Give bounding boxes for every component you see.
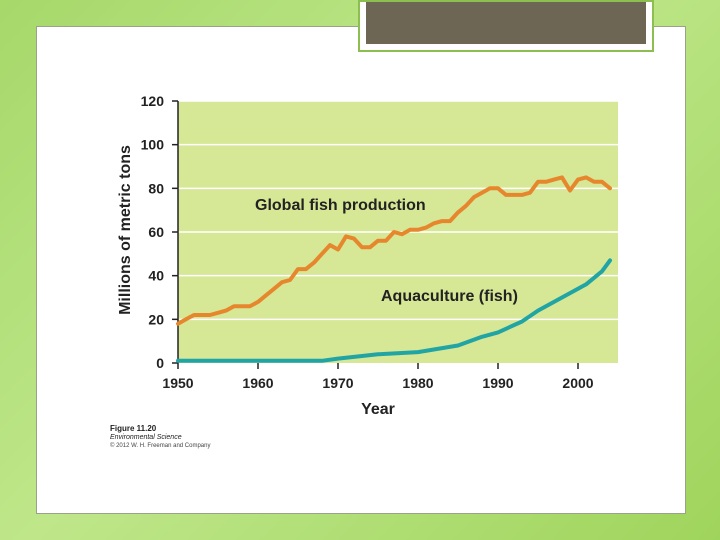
series-line-global-fish-production <box>176 175 612 326</box>
figure-number: Figure 11.20 <box>110 424 157 433</box>
y-axis-label: Millions of metric tons <box>117 145 134 315</box>
series-lines <box>176 175 612 363</box>
y-tick-label-120: 120 <box>141 93 165 109</box>
y-tick-labels: 0 20 40 60 80 100 120 <box>141 93 165 371</box>
x-tick-label-1980: 1980 <box>402 375 433 391</box>
y-tick-label-40: 40 <box>148 268 164 284</box>
series-label-aquaculture: Aquaculture (fish) <box>381 288 518 305</box>
y-tick-label-0: 0 <box>156 355 164 371</box>
x-tick-labels: 1950 1960 1970 1980 1990 2000 <box>162 363 594 391</box>
y-tick-label-100: 100 <box>141 137 165 153</box>
x-axis-label: Year <box>361 401 395 418</box>
y-tick-label-60: 60 <box>148 224 164 240</box>
x-tick-label-1990: 1990 <box>482 375 513 391</box>
slide-title-placeholder <box>358 0 654 52</box>
x-tick-label-1970: 1970 <box>322 375 353 391</box>
x-tick-label-1960: 1960 <box>242 375 273 391</box>
y-tick-label-80: 80 <box>148 180 164 196</box>
series-label-global-fish-production: Global fish production <box>255 197 426 214</box>
series-line-aquaculture <box>176 258 612 363</box>
x-tick-label-1950: 1950 <box>162 375 193 391</box>
series-labels: Global fish production Aquaculture (fish… <box>255 197 518 305</box>
figure-copyright: © 2012 W. H. Freeman and Company <box>110 443 211 449</box>
title-placeholder-fill <box>366 2 646 44</box>
x-tick-label-2000: 2000 <box>562 375 593 391</box>
figure-book-title: Environmental Science <box>110 434 182 441</box>
y-tick-label-20: 20 <box>148 311 164 327</box>
